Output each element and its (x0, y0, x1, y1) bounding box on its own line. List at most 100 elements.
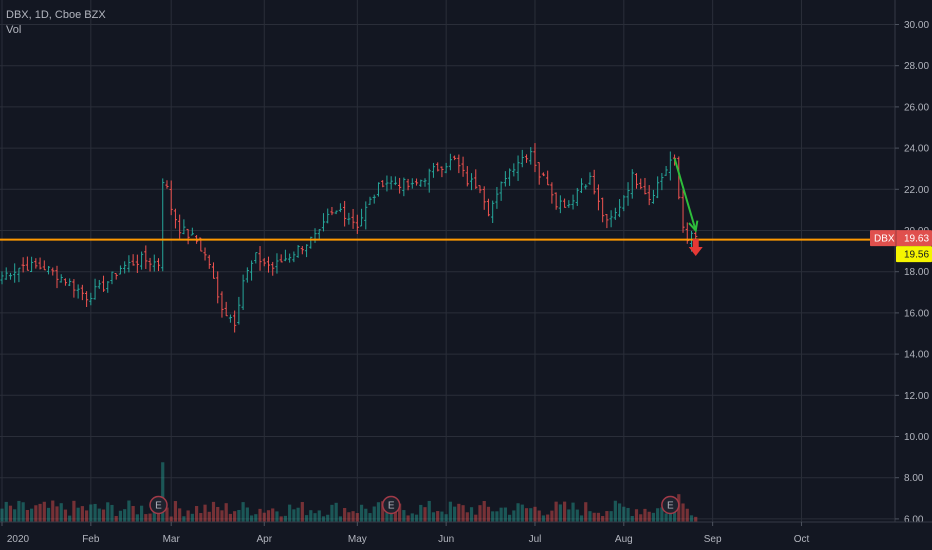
ohlc-bar (190, 227, 194, 236)
ohlc-bar (541, 172, 546, 177)
volume-bar (355, 513, 359, 522)
volume-bar (575, 509, 579, 522)
ohlc-bar (114, 272, 118, 280)
earnings-label: E (388, 501, 395, 512)
volume-bar (296, 507, 300, 522)
ohlc-bar (93, 278, 97, 300)
ohlc-bar (554, 192, 558, 210)
last-price-badge-bg (870, 230, 932, 247)
earnings-marker[interactable]: E (661, 495, 680, 515)
price-tick-label: 22.00 (904, 185, 929, 196)
volume-bar (254, 514, 258, 522)
ohlc-bar (444, 162, 448, 174)
drawing-annotations[interactable] (673, 158, 703, 256)
ohlc-bar (80, 284, 84, 301)
ohlc-bar (72, 279, 76, 298)
volume-bar (491, 511, 495, 522)
ohlc-bar (30, 256, 34, 273)
ohlc-bar (537, 162, 541, 185)
volume-bar (567, 509, 571, 522)
volume-bar (207, 511, 211, 522)
volume-bar (80, 506, 84, 522)
volume-bar (237, 509, 241, 522)
volume-bar (529, 508, 533, 522)
volume-bar (72, 500, 76, 522)
ohlc-bar (508, 168, 512, 186)
time-tick-label: Jun (438, 534, 454, 545)
ohlc-bar (228, 314, 233, 323)
time-tick-label: May (348, 534, 367, 545)
volume-bar (271, 508, 275, 522)
ohlc-bar (241, 274, 245, 310)
ohlc-bar (516, 155, 520, 181)
volume-bar (216, 506, 220, 522)
ohlc-bar (135, 254, 139, 274)
earnings-label: E (667, 501, 674, 512)
volume-bar (584, 502, 588, 522)
ohlc-bar (491, 200, 495, 224)
volume-bar (689, 515, 694, 522)
ohlc-bar (677, 156, 681, 200)
time-tick-label: Aug (615, 534, 633, 545)
price-tick-label: 18.00 (904, 267, 929, 278)
green-trend-arrow[interactable] (673, 158, 697, 231)
time-tick-label: Apr (256, 534, 272, 545)
volume-bar (512, 510, 516, 522)
volume-bar (440, 511, 444, 522)
volume-bar (495, 511, 499, 522)
volume-bar (46, 507, 51, 522)
volume-bar (402, 510, 406, 522)
volume-bar (427, 500, 431, 522)
red-down-arrow-icon[interactable] (688, 238, 703, 256)
ohlc-bar (59, 274, 63, 283)
volume-bar (211, 501, 216, 522)
ohlc-bar (207, 254, 211, 269)
price-tick-label: 30.00 (904, 20, 929, 31)
ohlc-bar (355, 214, 359, 234)
volume-bar (199, 513, 203, 522)
line-price-badge: 19.56 (896, 246, 932, 263)
ohlc-bar (300, 246, 304, 255)
ohlc-bar (596, 184, 601, 211)
ohlc-bar (165, 180, 169, 189)
volume-indicator-label[interactable]: Vol (6, 24, 22, 36)
ohlc-bar (639, 178, 643, 190)
volume-bar (34, 505, 38, 522)
volume-bar (321, 516, 326, 522)
earnings-label: E (155, 501, 162, 512)
volume-bar (448, 501, 452, 522)
ohlc-bar (46, 266, 51, 275)
ohlc-bar (292, 251, 296, 263)
ohlc-bar (402, 177, 406, 197)
volume-bar (672, 505, 677, 522)
ohlc-bar (288, 253, 292, 263)
volume-bar (381, 501, 385, 522)
ohlc-bar (427, 168, 431, 193)
ohlc-bar (139, 251, 144, 270)
volume-bar (309, 510, 313, 522)
volume-bar (423, 507, 427, 522)
time-axis[interactable]: 2020 Feb Mar Apr May Jun Jul Aug Sep Oct (1, 522, 809, 545)
ohlc-bar (469, 173, 474, 191)
ohlc-bar (21, 257, 25, 273)
ohlc-bar (622, 195, 626, 212)
volume-bar (465, 512, 469, 522)
volume-bar (359, 504, 364, 522)
volume-bar (516, 503, 520, 522)
volume-bar (186, 510, 190, 522)
volume-bar (338, 516, 342, 522)
volume-bar (106, 502, 110, 522)
volume-bar (469, 507, 474, 522)
ohlc-bar (414, 178, 419, 186)
volume-bar (410, 513, 414, 522)
earnings-marker[interactable]: E (149, 495, 168, 515)
volume-bar (275, 511, 279, 522)
ohlc-bar (584, 184, 588, 190)
symbol-info[interactable]: DBX, 1D, Cboe BZX (6, 9, 106, 21)
volume-bar (651, 512, 656, 522)
volume-bar (131, 505, 135, 522)
earnings-marker[interactable]: E (381, 495, 401, 515)
ohlc-bar (359, 208, 364, 227)
